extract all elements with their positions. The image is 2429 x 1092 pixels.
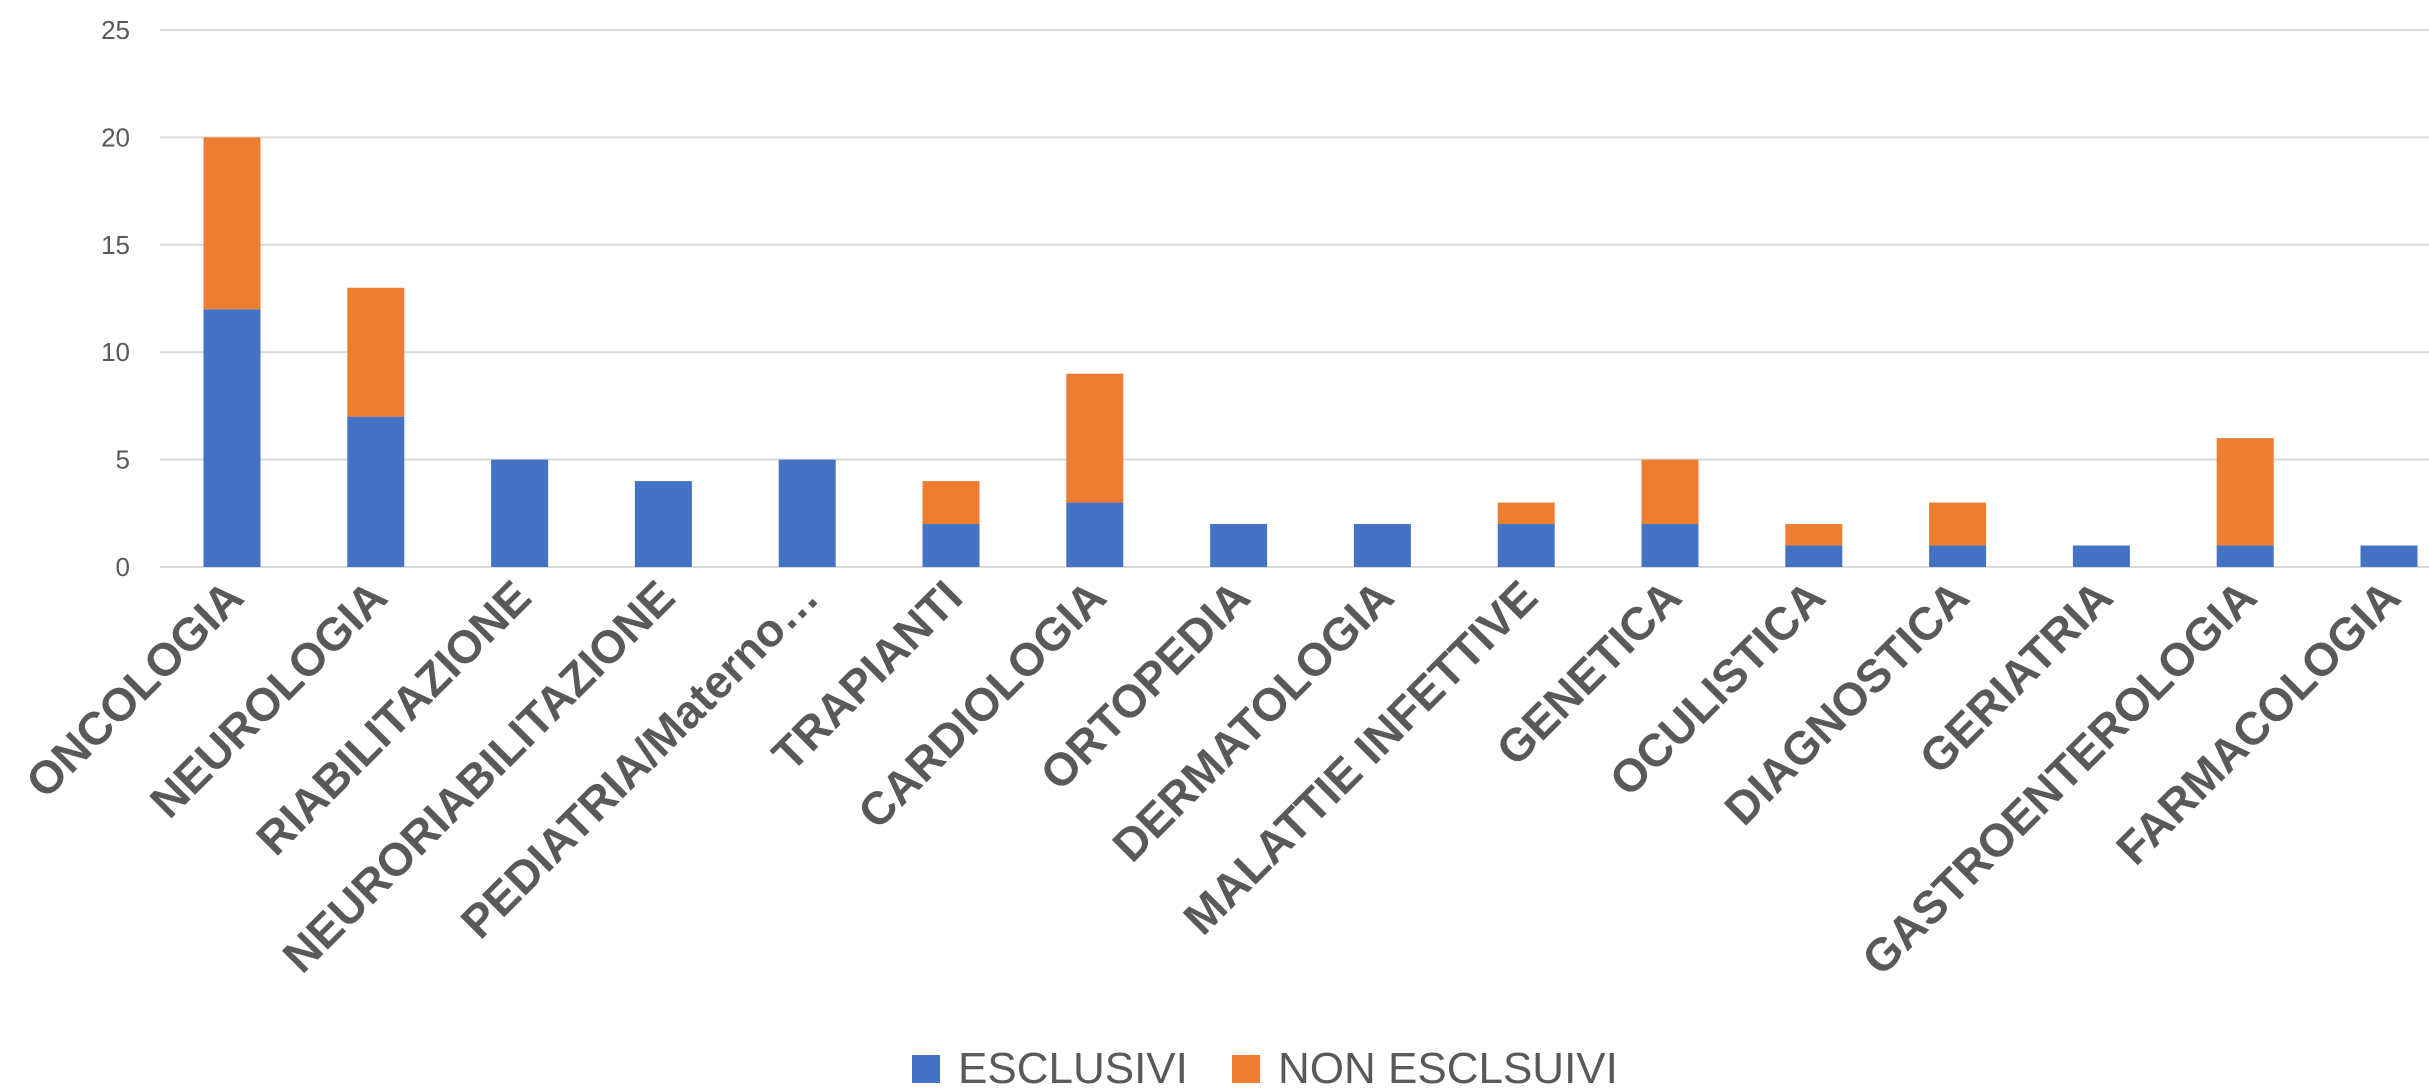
bar-esclusivi — [491, 459, 549, 567]
x-axis: ONCOLOGIANEUROLOGIARIABILITAZIONENEURORI… — [16, 570, 2410, 984]
y-tick-label: 0 — [116, 552, 130, 582]
bar-esclusivi — [2216, 545, 2274, 567]
x-tick-label: DERMATOLOGIA — [1102, 570, 1403, 871]
y-tick-label: 15 — [101, 230, 130, 260]
bar-esclusivi — [1353, 524, 1411, 567]
bar-esclusivi — [1785, 545, 1843, 567]
bar-esclusivi — [1497, 524, 1555, 567]
y-tick-label: 25 — [101, 15, 130, 45]
bars — [203, 137, 2418, 567]
y-tick-label: 10 — [101, 337, 130, 367]
bar-esclusivi — [1929, 545, 1987, 567]
bar-non-esclusivi — [1785, 524, 1843, 546]
bar-non-esclusivi — [922, 481, 980, 525]
x-tick-label: FARMACOLOGIA — [2106, 570, 2410, 874]
x-tick-label: DIAGNOSTICA — [1714, 570, 1978, 834]
bar-non-esclusivi — [347, 287, 405, 417]
bar-esclusivi — [1210, 524, 1268, 567]
bar-non-esclusivi — [2216, 438, 2274, 546]
bar-non-esclusivi — [1497, 502, 1555, 525]
bar-non-esclusivi — [203, 137, 261, 310]
legend: ESCLUSIVI NON ESCLSUIVI — [912, 1044, 1618, 1092]
bar-esclusivi — [203, 309, 261, 567]
bar-esclusivi — [778, 459, 836, 567]
bar-esclusivi — [2072, 545, 2130, 567]
bar-esclusivi — [634, 481, 692, 567]
x-tick-label: CARDIOLOGIA — [848, 570, 1116, 838]
bar-non-esclusivi — [1929, 502, 1987, 546]
legend-swatch — [1232, 1055, 1260, 1083]
bar-esclusivi — [1066, 502, 1124, 567]
x-tick-label: RIABILITAZIONE — [246, 570, 541, 865]
legend-swatch — [912, 1055, 940, 1083]
y-tick-label: 20 — [101, 122, 130, 152]
bar-esclusivi — [347, 416, 405, 567]
y-tick-label: 5 — [116, 445, 130, 475]
y-axis: 0 5 10 15 20 25 — [101, 15, 130, 582]
bar-non-esclusivi — [1641, 459, 1699, 525]
legend-label: NON ESCLSUIVI — [1278, 1044, 1618, 1092]
bar-esclusivi — [2360, 545, 2418, 567]
bar-esclusivi — [922, 524, 980, 567]
bar-non-esclusivi — [1066, 373, 1124, 503]
bar-esclusivi — [1641, 524, 1699, 567]
legend-label: ESCLUSIVI — [958, 1044, 1188, 1092]
